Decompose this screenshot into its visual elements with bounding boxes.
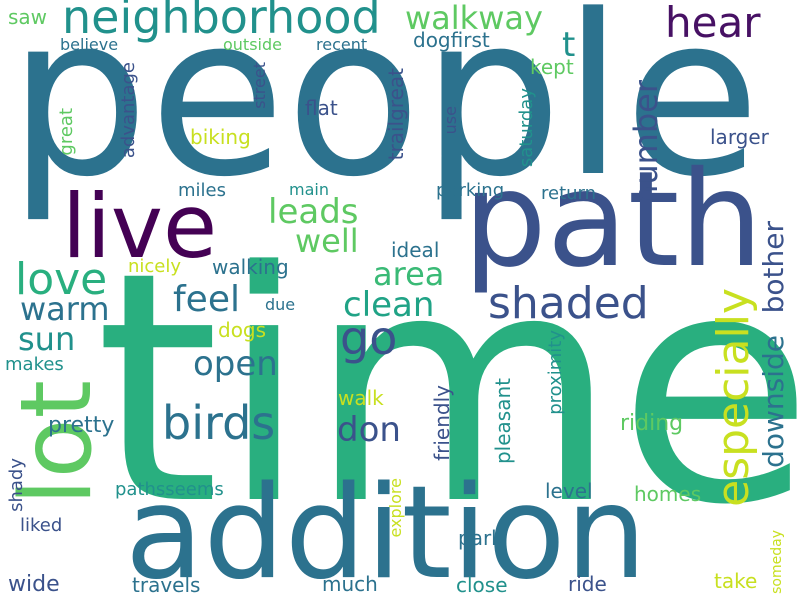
word-ideal: ideal: [391, 238, 440, 262]
word-saturday: saturday: [516, 88, 537, 168]
word-dogs: dogs: [218, 318, 267, 342]
word-level: level: [545, 479, 593, 503]
word-homes: homes: [634, 482, 702, 506]
word-makes: makes: [5, 354, 64, 375]
word-take: take: [714, 569, 758, 593]
word-dogfirst: dogfirst: [413, 28, 490, 52]
word-pleasant: pleasant: [491, 378, 515, 465]
word-love: love: [15, 254, 108, 305]
word-nicely: nicely: [128, 256, 182, 277]
word-feel: feel: [173, 279, 240, 320]
word-pretty: pretty: [48, 413, 115, 438]
word-open: open: [193, 344, 278, 384]
word-addition: addition: [125, 459, 647, 600]
word-bother: bother: [757, 221, 790, 314]
word-biking: biking: [190, 125, 251, 149]
word-travels: travels: [132, 573, 201, 597]
word-don: don: [337, 410, 401, 450]
word-proximity: proximity: [545, 330, 566, 415]
word-go: go: [340, 311, 398, 365]
word-riding: riding: [620, 411, 684, 436]
word-street: street: [250, 62, 269, 109]
word-main: main: [289, 180, 329, 199]
word-great-v: great: [56, 108, 77, 156]
word-explore: explore: [386, 478, 405, 538]
word-well: well: [295, 222, 359, 260]
word-pathsseems: pathsseems: [115, 479, 224, 500]
word-sun: sun: [18, 320, 76, 358]
word-wide: wide: [8, 572, 60, 597]
word-clean: clean: [343, 285, 435, 325]
word-return: return: [541, 183, 597, 204]
word-advantage: advantage: [118, 62, 139, 159]
word-downside: downside: [757, 335, 790, 468]
word-flat: flat: [305, 96, 338, 120]
word-much: much: [322, 572, 378, 596]
word-liked: liked: [20, 515, 63, 536]
word-larger: larger: [710, 125, 769, 149]
word-leads: leads: [268, 192, 359, 232]
word-shady: shady: [6, 458, 27, 512]
word-close: close: [456, 573, 508, 597]
word-miles: miles: [178, 180, 226, 201]
word-number: number: [627, 80, 665, 205]
word-birds: birds: [162, 396, 276, 450]
word-ride: ride: [568, 572, 607, 596]
word-t: t: [562, 25, 576, 65]
word-park: park: [458, 526, 503, 550]
word-especially: especially: [708, 288, 759, 507]
word-believe: believe: [60, 35, 119, 54]
word-someday: someday: [769, 530, 785, 594]
word-time: time: [95, 204, 800, 574]
word-live: live: [62, 175, 218, 278]
word-kept: kept: [530, 55, 574, 79]
word-walk: walk: [338, 386, 384, 410]
word-parking: parking: [436, 180, 505, 201]
word-friendly: friendly: [430, 385, 454, 461]
word-people: people: [8, 0, 761, 226]
word-due: due: [265, 295, 296, 314]
word-outside: outside: [223, 35, 282, 54]
word-path: path: [463, 143, 764, 297]
word-walking: walking: [212, 255, 289, 279]
word-saw: saw: [8, 5, 48, 29]
word-shaded: shaded: [488, 278, 649, 329]
word-neighborhood: neighborhood: [62, 0, 381, 44]
word-trailgreat: trailgreat: [384, 68, 408, 161]
word-recent: recent: [316, 35, 368, 54]
word-use: use: [441, 106, 460, 135]
word-warm: warm: [20, 290, 110, 328]
word-hear: hear: [665, 0, 761, 47]
word-area: area: [373, 255, 445, 293]
word-walkway: walkway: [405, 0, 543, 37]
